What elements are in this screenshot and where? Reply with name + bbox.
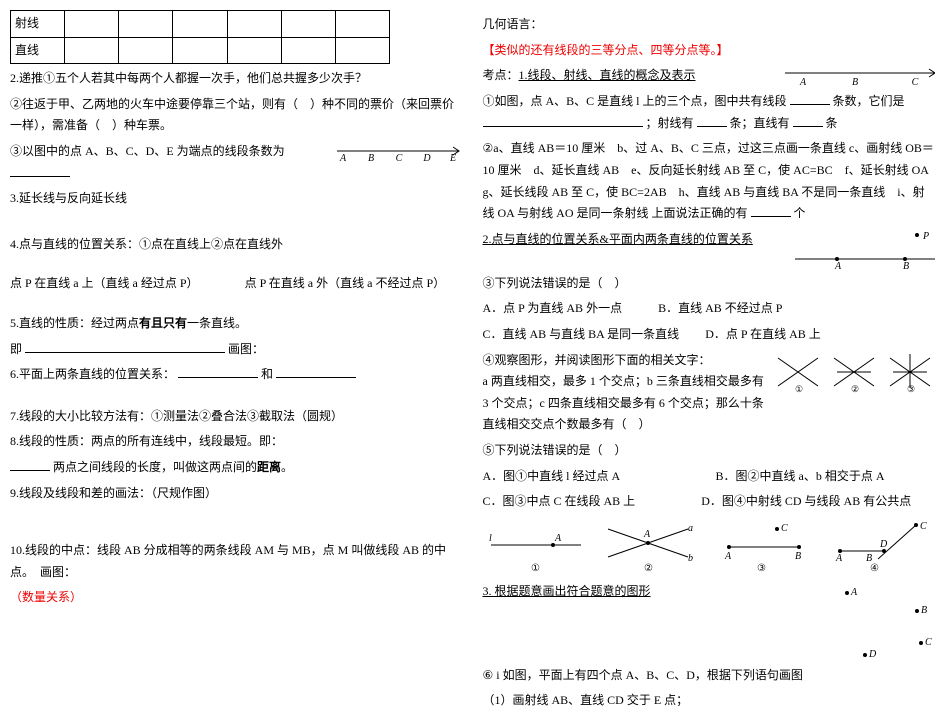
kd2-q5-opts2: C．图③中点 C 在线段 AB 上 D．图④中射线 CD 与线段 AB 有公共点 [483,491,936,513]
svg-text:A: A [799,77,807,87]
blank [790,93,830,105]
svg-text:D: D [868,649,877,660]
blank [793,115,823,127]
blank [697,115,727,127]
svg-text:A: A [554,533,562,544]
svg-text:②: ② [644,563,653,574]
kd1-q1: ①如图，点 A、B、C 是直线 l 上的三个点，图中共有线段 条数，它们是 ；射… [483,91,936,134]
svg-text:P: P [922,231,929,242]
svg-text:③: ③ [907,384,915,394]
svg-text:B: B [795,551,801,562]
q2-intro: 2.递推①五个人若其中每两个人都握一次手，他们总共握多少次手？ [10,68,463,90]
svg-text:②: ② [851,384,859,394]
kd2-q3-lead: ③下列说法错误的是（ ） [483,273,936,295]
svg-text:C: C [912,77,919,87]
q8-desc: 两点之间线段的长度，叫做这两点间的距离。 [10,457,463,479]
kd2-q3-opts2: C．直线 AB 与直线 BA 是同一条直线 D．点 P 在直线 AB 上 [483,324,936,346]
table-row-label: 直线 [11,37,65,64]
svg-text:A: A [835,553,843,564]
q7: 7.线段的大小比较方法有：①测量法②叠合法③截取法（圆规） [10,406,463,428]
svg-text:l: l [489,533,492,544]
q8: 8.线段的性质：两点的所有连线中，线段最短。即： [10,431,463,453]
svg-text:①: ① [795,384,803,394]
svg-text:E: E [448,153,455,163]
geometry-language-label: 几何语言： [483,14,936,36]
segment-abcde-diagram: A B C D E [333,141,463,163]
blank [483,115,643,127]
blank [10,165,70,177]
svg-text:B: B [921,605,927,616]
category-table: 射线 直线 [10,10,390,64]
q9: 9.线段及线段和差的画法：（尺规作图） [10,483,463,505]
svg-text:①: ① [531,563,540,574]
diagram-2: a b A ② [596,517,701,577]
q5-blank: 即 画图： [10,339,463,361]
blank [10,459,50,471]
svg-text:D: D [422,153,431,163]
svg-text:b: b [688,553,693,564]
q4-desc: 点 P 在直线 a 上（直线 a 经过点 P） 点 P 在直线 a 外（直线 a… [10,273,463,295]
svg-text:A: A [834,261,842,269]
table-row-label: 射线 [11,11,65,38]
kd3-q6: ⑥ i 如图，平面上有四个点 A、B、C、D，根据下列语句画图 [483,665,936,687]
svg-text:A: A [338,153,346,163]
similar-note: 【类似的还有线段的三等分点、四等分点等。】 [483,40,936,62]
svg-text:C: C [781,523,788,534]
blank [178,366,258,378]
svg-text:C: C [925,637,932,648]
kd1-q2: ②a、直线 AB＝10 厘米 b、过 A、B、C 三点，过这三点画一条直线 c、… [483,138,936,224]
kd2-q5-opts: A．图①中直线 l 经过点 A B．图②中直线 a、b 相交于点 A [483,466,936,488]
kd2-q4: ① ② ③ ④观察图形，并阅读图形下面的相关文字： a 两直线相交，最多 1 个… [483,350,936,436]
q10-quantity: （数量关系） [10,587,463,609]
svg-text:B: B [903,261,909,269]
kd2-q5-lead: ⑤下列说法错误的是（ ） [483,440,936,462]
svg-text:B: B [852,77,858,87]
two-lines-cross-diagram: ① [773,350,823,394]
svg-text:A: A [724,551,732,562]
q4: 4.点与直线的位置关系：①点在直线上②点在直线外 [10,234,463,256]
blank [276,366,356,378]
three-lines-cross-diagram: ② [829,350,879,394]
q5: 5.直线的性质：经过两点有且只有一条直线。 [10,313,463,335]
svg-text:C: C [395,153,402,163]
four-lines-cross-diagram: ③ [885,350,935,394]
q3: 3.延长线与反向延长线 [10,188,463,210]
kd3-q6-1: （1）画射线 AB、直线 CD 交于 E 点； [483,690,936,712]
svg-text:A: A [643,529,651,540]
q2-part3: ABCDE ③以图中的点 A、B、C、D、E 为端点的线段条数为 [10,141,463,184]
svg-text:B: B [367,153,373,163]
svg-text:④: ④ [870,563,879,574]
kd1-heading: ABC 考点：1.线段、射线、直线的概念及表示 [483,65,936,87]
svg-text:D: D [879,539,888,550]
svg-text:A: A [850,587,858,598]
four-diagrams-row: l A ① a b A ② A B C ③ A [483,517,936,577]
point-p-line-ab-diagram: P A B [795,229,935,269]
q6: 6.平面上两条直线的位置关系： 和 [10,364,463,386]
q2-part2: ②往返于甲、乙两地的火车中途要停靠三个站，则有（ ）种不同的票价（来回票价一样）… [10,94,463,137]
kd2-q3-opts: A．点 P 为直线 AB 外一点 B．直线 AB 不经过点 P [483,298,936,320]
svg-text:③: ③ [757,563,766,574]
four-points-diagram: A B C D [825,581,935,661]
q10: 10.线段的中点：线段 AB 分成相等的两条线段 AM 与 MB，点 M 叫做线… [10,540,463,583]
diagram-1: l A ① [483,517,588,577]
svg-text:C: C [920,521,927,532]
blank [751,205,791,217]
kd2-heading: P A B 2.点与直线的位置关系&平面内两条直线的位置关系 [483,229,936,269]
diagram-3: A B C ③ [709,517,814,577]
kd3-heading: A B C D 3. 根据题意画出符合题意的图形 [483,581,936,661]
diagram-4: A B C D ④ [822,517,927,577]
line-abc-diagram: A B C [785,65,935,87]
svg-text:a: a [688,523,693,534]
blank [25,341,225,353]
